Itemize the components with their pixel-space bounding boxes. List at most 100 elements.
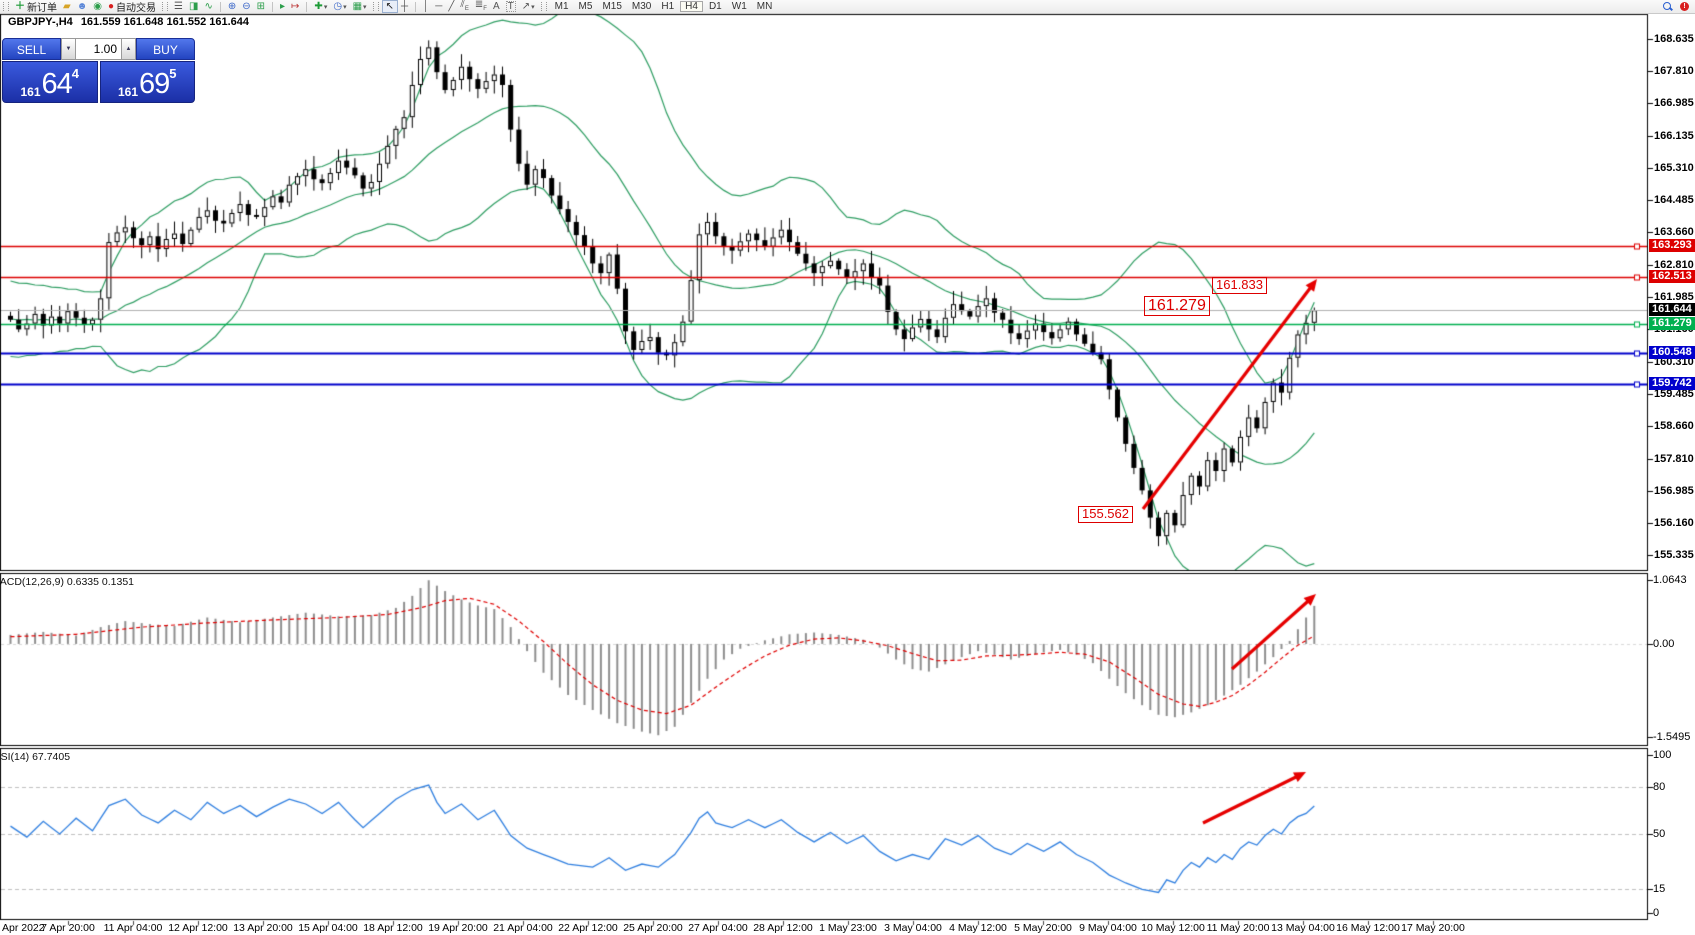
tile-windows-icon: ⊞ [256, 1, 265, 12]
timeframe-group: M1 M5 M15 M30 H1 H4 D1 W1 MN [550, 1, 778, 12]
signal-button[interactable]: ◉ [90, 0, 105, 13]
line-chart-button[interactable]: ∿ [201, 0, 215, 13]
chart-shift-icon: ↦ [291, 1, 300, 12]
templates-icon: ▦ [352, 1, 363, 12]
bar-chart-button[interactable]: ☰ [171, 0, 186, 13]
indicators-icon: ✚ [314, 1, 323, 12]
new-order-button[interactable]: ＋ 新订单 [12, 0, 60, 14]
buy-price-pip: 5 [169, 66, 177, 81]
arrow-object-icon: ↗ [521, 1, 531, 12]
fibonacci-button[interactable]: ≣F [472, 0, 490, 13]
one-click-trading-panel: SELL ▼ ▲ BUY 161 64 4 161 69 5 [2, 38, 195, 103]
tile-windows-button[interactable]: ⊞ [254, 0, 268, 13]
timeframe-h1[interactable]: H1 [661, 1, 675, 12]
buy-price-prefix: 161 [117, 85, 139, 99]
gold-button[interactable]: ▰ [60, 0, 74, 13]
search-icon[interactable] [1663, 2, 1672, 11]
autotrading-button[interactable]: ● 自动交易 [105, 0, 159, 14]
chevron-down-icon: ▾ [323, 3, 328, 11]
indicators-button[interactable]: ✚ ▾ [311, 0, 330, 13]
sell-price-main: 64 [41, 68, 73, 100]
signal-icon: ◉ [93, 1, 102, 12]
community-icon: ☻ [76, 1, 88, 12]
crosshair-icon: ┼ [400, 1, 409, 12]
clock-icon: ◷ [333, 1, 343, 12]
buy-price-main: 69 [139, 68, 170, 100]
new-order-icon: ＋ [15, 1, 25, 12]
toolbar-grip[interactable] [540, 2, 547, 11]
new-order-label: 新订单 [27, 3, 57, 14]
cursor-button[interactable]: ↖ [381, 0, 398, 13]
bar-chart-icon: ☰ [174, 1, 183, 12]
zoom-out-button[interactable]: ⊖ [239, 0, 253, 13]
candlestick-chart-button[interactable]: ◨ [186, 0, 201, 13]
volume-increase-button[interactable]: ▲ [121, 38, 136, 60]
toolbar-grip[interactable] [162, 2, 169, 11]
timeframe-m30[interactable]: M30 [631, 1, 652, 12]
horizontal-line-icon: ─ [435, 1, 443, 12]
timeframe-w1[interactable]: W1 [731, 1, 747, 12]
sell-price-prefix: 161 [20, 85, 41, 99]
vertical-line-icon: │ [423, 1, 430, 12]
volume-input[interactable] [76, 38, 121, 60]
text-label-icon: T [505, 1, 516, 12]
horizontal-line-button[interactable]: ─ [432, 0, 445, 13]
chart-header: GBPJPY-,H4 161.559 161.648 161.552 161.64… [8, 16, 249, 28]
toolbar-separator [306, 1, 308, 12]
community-button[interactable]: ☻ [74, 0, 91, 13]
toolbar-right: ! [1663, 2, 1695, 11]
toolbar-separator [272, 1, 273, 12]
volume-decrease-button[interactable]: ▼ [61, 38, 76, 60]
auto-scroll-icon: ▸ [280, 1, 286, 12]
timeframe-h4[interactable]: H4 [680, 1, 703, 12]
toolbar-separator [415, 1, 417, 12]
ohlc-values: 161.559 161.648 161.552 161.644 [80, 16, 250, 28]
timeframe-d1[interactable]: D1 [708, 1, 722, 12]
crosshair-button[interactable]: ┼ [398, 0, 411, 13]
periods-button[interactable]: ◷ ▾ [330, 0, 349, 13]
sell-price-pip: 4 [71, 66, 80, 81]
buy-button[interactable]: BUY [136, 38, 195, 60]
toolbar-separator [219, 1, 221, 12]
text-button[interactable]: A [490, 0, 503, 13]
sell-price-button[interactable]: 161 64 4 [2, 61, 98, 103]
timeframe-m1[interactable]: M1 [554, 1, 569, 12]
templates-button[interactable]: ▦ ▾ [350, 0, 370, 13]
toolbar-grip[interactable] [372, 2, 379, 11]
trendline-icon: ╱ [448, 1, 455, 12]
macd-label: MACD(12,26,9) 0.6335 0.1351 [0, 576, 135, 588]
channel-button[interactable]: ⫽E [457, 0, 471, 13]
vertical-line-button[interactable]: │ [420, 0, 432, 13]
timeframe-m5[interactable]: M5 [578, 1, 593, 12]
text-label-button[interactable]: T [503, 0, 519, 13]
chevron-down-icon: ▾ [531, 3, 535, 11]
chevron-down-icon: ▾ [363, 3, 367, 11]
toolbar: ＋ 新订单 ▰ ☻ ◉ ● 自动交易 ☰ ◨ ∿ ⊕ ⊖ ⊞ ▸ ↦ ✚ ▾ ◷ ▾… [0, 0, 1695, 14]
auto-scroll-button[interactable]: ▸ [277, 0, 288, 13]
help-icon[interactable]: ! [1680, 2, 1689, 11]
symbol-period-label: GBPJPY-,H4 [8, 16, 73, 28]
buy-price-button[interactable]: 161 69 5 [99, 61, 195, 103]
equidistant-channel-icon: ⫽E [460, 0, 469, 12]
gold-icon: ▰ [63, 1, 71, 12]
sell-button[interactable]: SELL [2, 38, 61, 60]
arrows-button[interactable]: ↗ ▾ [519, 0, 538, 13]
zoom-in-icon: ⊕ [227, 1, 237, 12]
candlestick-chart-icon: ◨ [188, 1, 199, 12]
autotrading-label: 自动交易 [116, 3, 157, 14]
toolbar-grip[interactable] [3, 2, 9, 11]
autotrading-stop-icon: ● [107, 1, 115, 12]
line-chart-icon: ∿ [204, 1, 213, 12]
zoom-out-icon: ⊖ [242, 1, 251, 12]
text-icon: A [492, 1, 500, 12]
zoom-in-button[interactable]: ⊕ [225, 0, 239, 13]
cursor-icon: ↖ [385, 1, 394, 12]
fibonacci-icon: ≣F [474, 0, 487, 12]
chart-shift-button[interactable]: ↦ [288, 0, 302, 13]
timeframe-mn[interactable]: MN [756, 1, 773, 12]
chevron-down-icon: ▾ [343, 3, 347, 11]
timeframe-m15[interactable]: M15 [602, 1, 622, 12]
trendline-button[interactable]: ╱ [445, 0, 457, 13]
